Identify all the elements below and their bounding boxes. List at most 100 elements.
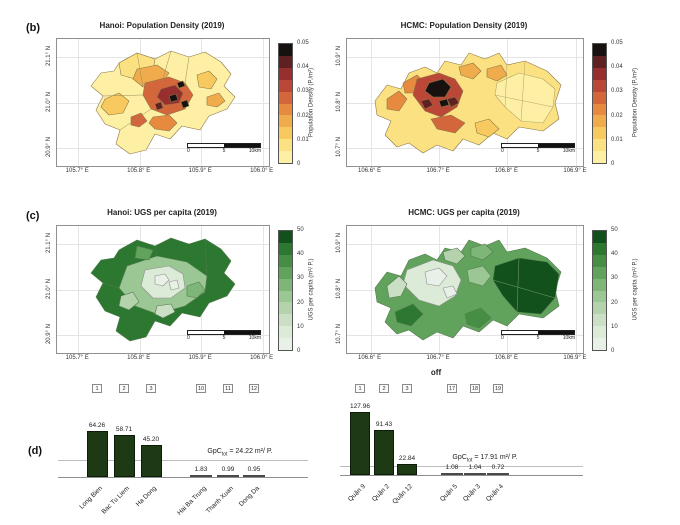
scale-bar-black-segment xyxy=(538,331,574,334)
colorbar-tick-label: 0 xyxy=(297,348,301,354)
bar-value-label: 0.72 xyxy=(491,464,505,472)
x-tick-label: 106.9° E xyxy=(563,355,587,361)
colorbar-segment xyxy=(279,278,292,291)
scale-bar xyxy=(187,330,261,335)
colorbar-tick-label: 10 xyxy=(297,323,304,330)
hanoi-population-density-figure: Hanoi: Population Density (2019) xyxy=(40,18,340,205)
panel-label-d: (d) xyxy=(28,445,43,457)
map-plot-area: 0 5 10km xyxy=(56,38,270,167)
bar xyxy=(140,444,162,477)
colorbar-segment xyxy=(593,115,606,128)
map-scale-bar: 0 5 10km xyxy=(187,330,261,343)
scale-bar-label: 10km xyxy=(562,148,575,154)
scale-bar-label: 10km xyxy=(562,335,575,341)
scale-bar-black-segment xyxy=(224,144,260,147)
colorbar-tick-label: 0.01 xyxy=(297,136,309,143)
colorbar xyxy=(278,230,293,351)
colorbar-segment xyxy=(279,103,292,116)
map-scale-bar: 0 5 10km xyxy=(501,143,575,156)
scale-bar xyxy=(187,143,261,148)
colorbar-tick-label: 0.02 xyxy=(297,112,309,119)
x-axis-line xyxy=(58,477,308,478)
x-axis-off-label: off xyxy=(430,368,442,377)
scale-bar-white-segment xyxy=(502,331,538,334)
colorbar xyxy=(592,43,607,164)
panel-label-c: (c) xyxy=(26,210,40,222)
x-tick-label: 106.9° E xyxy=(563,168,587,174)
y-tick-label: 10.9° N xyxy=(336,45,342,66)
scale-bar-label: 10km xyxy=(248,335,261,341)
hanoi-gpc-bar-chart: GpCtot = 24.22 m²/ P. 64.26 1 Long Bien 58.7… xyxy=(50,382,355,525)
colorbar-tick-label: 40 xyxy=(611,251,618,258)
colorbar-segment xyxy=(279,266,292,279)
y-tick-label: 10.7° N xyxy=(336,324,342,345)
colorbar-tick-label: 0.04 xyxy=(611,64,623,71)
x-tick-label: 106.6° E xyxy=(358,355,382,361)
x-tick-label: 105.9° E xyxy=(188,355,212,361)
colorbar-segment xyxy=(279,242,292,255)
y-tick-label: 20.9° N xyxy=(46,324,52,345)
colorbar-segment xyxy=(279,254,292,267)
scale-bar-labels: 0 5 10km xyxy=(501,335,575,342)
bar xyxy=(441,473,463,475)
colorbar-segment xyxy=(279,91,292,104)
rank-box: 19 xyxy=(493,384,503,393)
colorbar-tick-label: 0 xyxy=(297,161,301,167)
bar-value-label: 91.43 xyxy=(375,420,393,428)
bar xyxy=(190,475,212,477)
colorbar-segment xyxy=(279,127,292,140)
colorbar-segment xyxy=(279,44,292,56)
rank-box: 3 xyxy=(146,384,156,393)
colorbar-label: UGS per capita (m²/ P.) xyxy=(632,258,639,320)
x-tick-label: 105.9° E xyxy=(188,168,212,174)
colorbar-segment xyxy=(279,314,292,327)
x-tick-label: 106.7° E xyxy=(426,355,450,361)
map-plot-area: 0 5 10km xyxy=(346,38,584,167)
scale-bar-label: 5 xyxy=(222,335,226,341)
scale-bar-label: 0 xyxy=(501,335,504,341)
scale-bar-label: 10km xyxy=(248,148,261,154)
colorbar-segment xyxy=(593,278,606,291)
colorbar-segment xyxy=(593,127,606,140)
x-tick-label: 106.0° E xyxy=(250,355,274,361)
map-title: HCMC: Population Density (2019) xyxy=(400,21,528,30)
colorbar-tick-label: 30 xyxy=(611,275,618,282)
y-tick-label: 20.9° N xyxy=(46,137,52,158)
bar xyxy=(350,412,370,475)
colorbar-tick-label: 50 xyxy=(297,227,304,233)
x-tick-label: 106.0° E xyxy=(250,168,274,174)
colorbar-segment xyxy=(593,290,606,303)
rank-box: 10 xyxy=(196,384,206,393)
colorbar-segment xyxy=(593,254,606,267)
scale-bar-labels: 0 5 10km xyxy=(501,148,575,155)
hanoi-ugs-figure: Hanoi: UGS per capita (2019) xyxy=(40,205,340,392)
scale-bar-label: 5 xyxy=(222,148,226,154)
colorbar-segment xyxy=(279,290,292,303)
scale-bar-black-segment xyxy=(224,331,260,334)
colorbar-tick-label: 10 xyxy=(611,323,618,330)
colorbar-segment xyxy=(279,326,292,339)
y-tick-label: 21.0° N xyxy=(46,278,52,299)
bar-value-label: 127.96 xyxy=(350,403,370,410)
bar xyxy=(464,473,486,475)
colorbar-tick-label: 0.03 xyxy=(297,88,309,95)
colorbar-tick-label: 0.05 xyxy=(297,40,309,46)
colorbar-tick-label: 0 xyxy=(611,348,615,354)
gridline xyxy=(347,335,583,337)
scale-bar xyxy=(501,143,575,148)
bar-value-label: 1.08 xyxy=(445,464,459,472)
bar xyxy=(487,473,509,475)
gridline xyxy=(57,335,269,337)
colorbar-label: Population Density (P./m²) xyxy=(632,67,639,137)
colorbar-label: Population Density (P./m²) xyxy=(308,67,315,137)
colorbar-segment xyxy=(593,314,606,327)
colorbar-segment xyxy=(279,231,292,243)
y-tick-label: 10.8° N xyxy=(336,278,342,299)
colorbar-segment xyxy=(593,103,606,116)
colorbar-tick-label: 0.03 xyxy=(611,88,623,95)
scale-bar-white-segment xyxy=(502,144,538,147)
bar xyxy=(217,475,239,477)
rank-box: 11 xyxy=(223,384,233,393)
rank-box: 12 xyxy=(249,384,259,393)
panel-label-b: (b) xyxy=(26,22,41,34)
